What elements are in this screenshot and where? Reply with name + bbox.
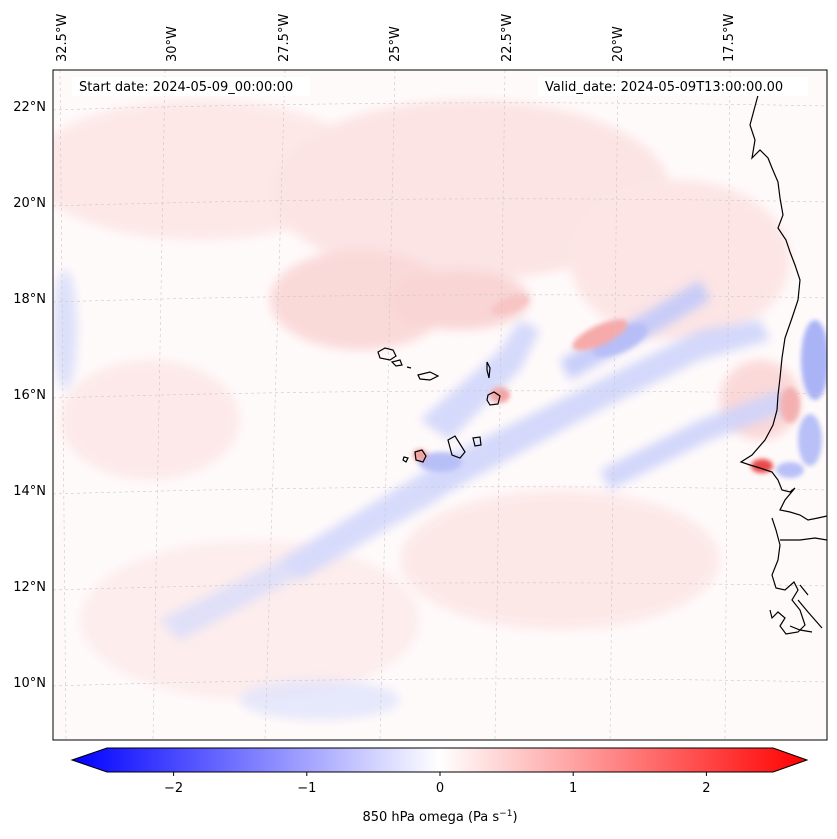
- coastlines: [377, 87, 827, 635]
- colorbar-tick-label: 2: [702, 781, 710, 796]
- colorbar-label: 850 hPa omega (Pa s−1): [362, 809, 517, 825]
- colorbar-label-close: ): [512, 810, 517, 825]
- colorbar-tick-label: −1: [297, 781, 316, 796]
- island-santo-antao: [377, 347, 397, 361]
- lat-label-16n: 16°N: [13, 388, 46, 403]
- lon-label-20w: 20°W: [611, 26, 626, 62]
- lat-label-22n: 22°N: [13, 100, 46, 115]
- longitude-labels: 32.5°W 30°W 27.5°W 25°W 22.5°W 20°W 17.5…: [55, 14, 737, 62]
- lon-label-32-5w: 32.5°W: [55, 14, 70, 62]
- colorbar-ticks: −2 −1 0 1 2: [164, 772, 711, 796]
- colorbar: −2 −1 0 1 2 850 hPa omega (Pa s−1): [70, 747, 809, 825]
- valid-date-label: Valid_date: 2024-05-09T13:00:00.00: [545, 80, 783, 95]
- lon-label-25w: 25°W: [388, 26, 403, 62]
- lat-label-12n: 12°N: [13, 580, 46, 595]
- colorbar-tick-label: 0: [436, 781, 444, 796]
- lat-label-10n: 10°N: [13, 676, 46, 691]
- colorbar-label-main: 850 hPa omega (Pa s: [362, 810, 499, 825]
- lat-label-20n: 20°N: [13, 196, 46, 211]
- colorbar-label-exponent: −1: [499, 809, 512, 819]
- lon-label-27-5w: 27.5°W: [277, 14, 292, 62]
- lon-label-22-5w: 22.5°W: [500, 14, 515, 62]
- gridlines: [53, 70, 827, 740]
- lon-label-30w: 30°W: [165, 26, 180, 62]
- colorbar-bar: [70, 747, 809, 773]
- coastline-west-africa: [739, 87, 827, 521]
- lon-label-17-5w: 17.5°W: [722, 14, 737, 62]
- map-panel: Start date: 2024-05-09_00:00:00 Valid_da…: [52, 69, 828, 741]
- omega-field: [53, 70, 827, 740]
- start-date-box: [72, 77, 310, 96]
- lat-label-14n: 14°N: [13, 484, 46, 499]
- latitude-labels: 22°N 20°N 18°N 16°N 14°N 12°N 10°N: [13, 100, 46, 691]
- colorbar-tick-label: −2: [164, 781, 183, 796]
- map-frame: [52, 69, 828, 741]
- start-date-label: Start date: 2024-05-09_00:00:00: [79, 80, 293, 95]
- valid-date-box: [538, 77, 808, 96]
- colorbar-tick-label: 1: [569, 781, 577, 796]
- lat-label-18n: 18°N: [13, 292, 46, 307]
